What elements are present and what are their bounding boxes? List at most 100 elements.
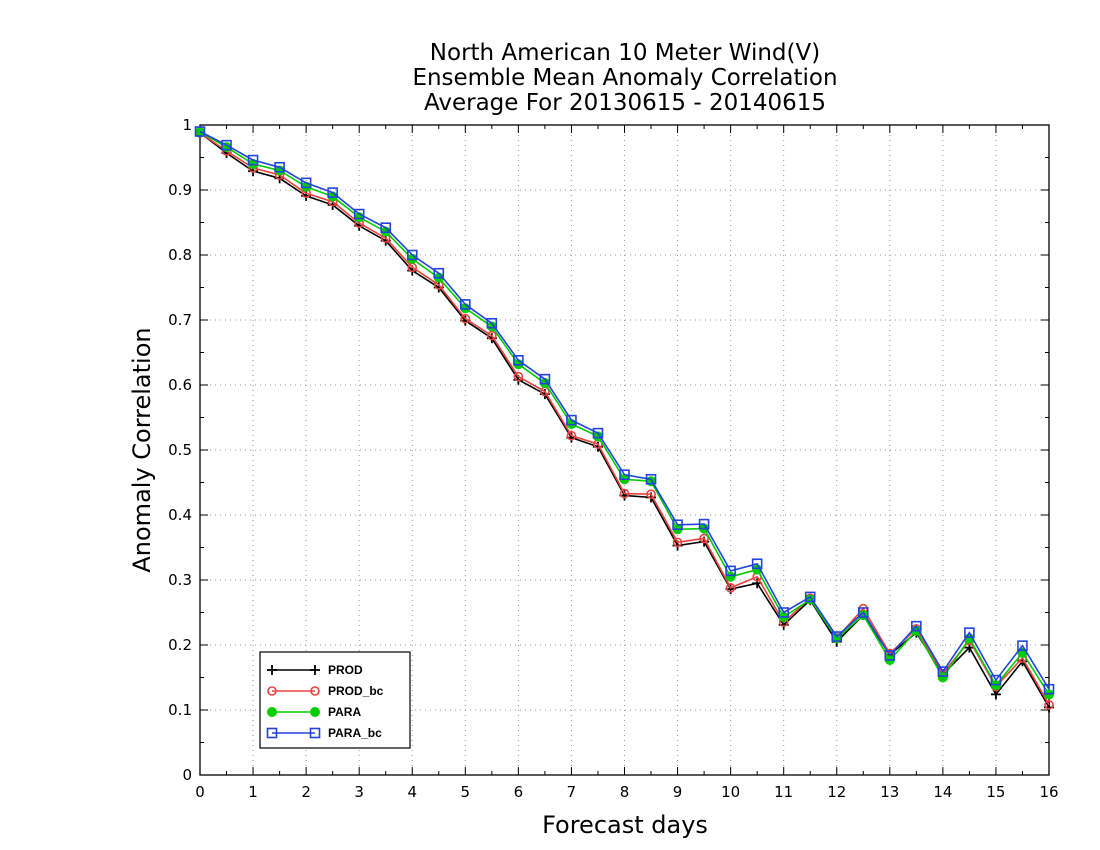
data-point (778, 607, 789, 618)
legend-label: PROD (328, 663, 363, 677)
x-tick-label: 5 (461, 783, 471, 801)
data-point (884, 650, 896, 661)
data-point (353, 208, 365, 220)
data-point (672, 519, 683, 531)
data-point (539, 373, 551, 385)
series-lines (194, 126, 1055, 713)
data-point (460, 299, 471, 310)
title-line-1: North American 10 Meter Wind(V) (430, 40, 820, 66)
legend-marker (309, 727, 321, 739)
data-point (619, 469, 630, 481)
data-point (725, 571, 736, 582)
legend-marker (267, 707, 277, 717)
x-tick-label: 1 (248, 783, 258, 801)
x-tick-label: 12 (827, 783, 846, 801)
data-point (513, 371, 524, 382)
legend-box (259, 651, 411, 749)
data-point (831, 631, 843, 642)
data-point (937, 672, 948, 683)
y-tick-label: 0.5 (168, 441, 192, 459)
x-axis-label: Forecast days (542, 811, 708, 839)
x-tick-label: 7 (567, 783, 577, 801)
legend-item: PROD (267, 663, 363, 677)
title-line-3: Average For 20130615 - 20140615 (424, 90, 826, 116)
y-tick-label: 0.7 (168, 311, 192, 329)
data-point (619, 488, 630, 499)
legend-marker (266, 727, 278, 739)
data-point (406, 249, 418, 261)
title-line-2: Ensemble Mean Anomaly Correlation (412, 65, 837, 91)
data-point (672, 537, 683, 548)
series-line (199, 132, 1050, 706)
x-tick-label: 4 (407, 783, 417, 801)
y-tick-label: 0.4 (168, 506, 192, 524)
x-tick-label: 8 (620, 783, 630, 801)
data-point (725, 582, 736, 593)
x-tick-label: 10 (721, 783, 740, 801)
series-para-bc (194, 126, 1055, 695)
data-point (645, 473, 657, 485)
series-para (195, 127, 1054, 700)
data-point (990, 674, 1002, 686)
x-tick-label: 15 (986, 783, 1005, 801)
data-point (566, 430, 577, 441)
y-tick-label: 1 (182, 116, 192, 134)
y-tick-label: 0.8 (168, 246, 192, 264)
data-point (699, 533, 709, 544)
data-point (937, 666, 949, 677)
series-line (199, 130, 1050, 690)
y-tick-label: 0.6 (168, 376, 192, 394)
x-tick-label: 2 (301, 783, 311, 801)
data-point (1043, 683, 1055, 695)
legend-marker (310, 686, 320, 696)
y-tick-label: 0.2 (168, 636, 192, 654)
data-point (804, 591, 816, 603)
data-point (221, 139, 232, 151)
data-point (274, 161, 285, 173)
data-point (460, 313, 471, 324)
data-point (592, 427, 604, 439)
data-point (327, 187, 338, 198)
data-point (433, 267, 445, 279)
x-tick-label: 14 (933, 783, 952, 801)
legend-label: PARA (328, 705, 361, 719)
legend-item: PARA (267, 705, 361, 719)
data-point (698, 518, 710, 530)
legend-label: PARA_bc (328, 726, 382, 740)
data-point (566, 414, 577, 426)
x-tick-label: 13 (880, 783, 899, 801)
data-point (751, 558, 763, 570)
data-point (300, 177, 312, 189)
legend-label: PROD_bc (328, 684, 384, 698)
data-point (857, 607, 869, 618)
data-point (194, 126, 206, 137)
legend-marker (267, 665, 277, 675)
legend-marker (310, 707, 320, 717)
x-tick-label: 3 (354, 783, 364, 801)
x-tick-label: 0 (195, 783, 205, 801)
data-point (380, 222, 392, 233)
chart-title: North American 10 Meter Wind(V) Ensemble… (412, 40, 837, 116)
data-point (646, 489, 656, 500)
data-point (486, 317, 498, 329)
x-tick-label: 11 (774, 783, 793, 801)
data-point (964, 627, 975, 638)
data-point (911, 620, 922, 632)
y-tick-label: 0 (182, 766, 192, 784)
y-tick-label: 0.1 (168, 701, 192, 719)
data-point (487, 330, 497, 341)
data-point (247, 154, 259, 166)
data-point (1044, 699, 1054, 710)
y-tick-label: 0.3 (168, 571, 192, 589)
x-tick-label: 6 (514, 783, 524, 801)
grid (200, 125, 1049, 775)
y-axis-label: Anomaly Correlation (128, 327, 156, 572)
data-point (725, 565, 736, 577)
x-tick-label: 9 (673, 783, 683, 801)
y-tick-label: 0.9 (168, 181, 192, 199)
legend: PROD PROD_bc PARA PARA_bc (259, 651, 411, 749)
legend-marker (310, 665, 320, 675)
legend-item: PROD_bc (267, 684, 384, 698)
axis-ticks: 0 1 2 3 4 5 6 7 8 9 10 11 12 13 14 15 1600.10.20.30.40.5… (168, 116, 1058, 801)
